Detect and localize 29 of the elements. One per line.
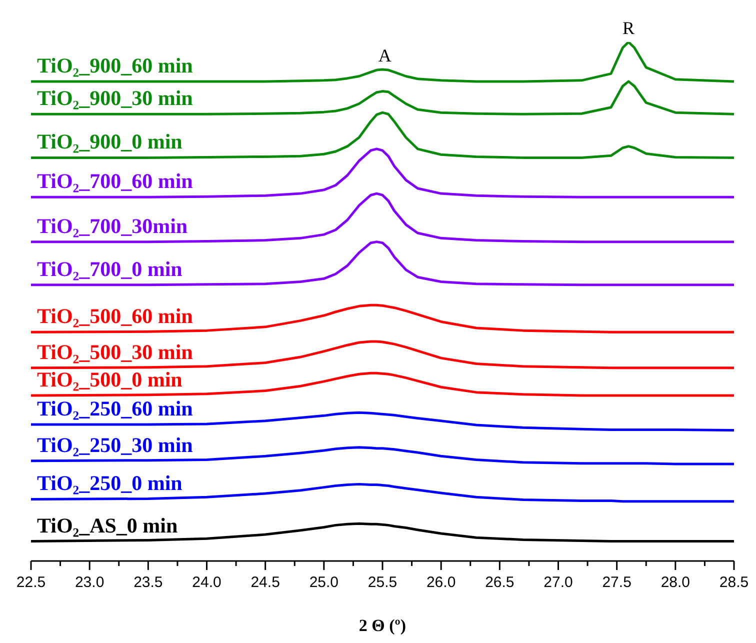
series-label: TiO₂_250_60 min <box>37 396 194 421</box>
x-tick-label: 24.0 <box>192 574 222 591</box>
x-tick-label: 28.5 <box>719 574 749 591</box>
x-tick-label: 25.5 <box>368 574 398 591</box>
annotation: A <box>378 46 392 66</box>
series-label: TiO₂_250_0 min <box>37 471 183 496</box>
x-tick-label: 26.0 <box>426 574 456 591</box>
series-label: TiO₂_500_30 min <box>37 340 194 364</box>
series-label: TiO₂_700_30min <box>37 214 188 238</box>
x-tick-label: 28.0 <box>660 574 690 591</box>
series-label: TiO₂_250_30 min <box>37 432 194 457</box>
series-label: TiO₂_500_0 min <box>37 367 183 392</box>
x-tick-label: 25.0 <box>309 574 339 591</box>
series-label: TiO₂_500_60 min <box>37 304 194 328</box>
x-tick-label: 26.5 <box>485 574 514 591</box>
x-tick-label: 27.5 <box>602 574 632 591</box>
annotation: R <box>622 18 635 38</box>
series-label: TiO₂_900_60 min <box>37 53 194 78</box>
x-tick-label: 24.5 <box>250 574 280 591</box>
x-tick-label: 23.0 <box>74 574 104 591</box>
series-label: TiO₂_700_60 min <box>37 169 194 194</box>
x-axis-title: 2 Θ (º) <box>358 616 406 635</box>
x-tick-label: 27.0 <box>544 574 573 591</box>
series-label: TiO₂_AS_0 min <box>37 513 178 538</box>
x-tick-label: 23.5 <box>134 574 163 591</box>
series-label: TiO₂_900_30 min <box>37 86 194 110</box>
series-label: TiO₂_700_0 min <box>37 256 183 281</box>
series-label: TiO₂_900_0 min <box>37 130 183 154</box>
x-tick-label: 22.5 <box>16 574 46 591</box>
